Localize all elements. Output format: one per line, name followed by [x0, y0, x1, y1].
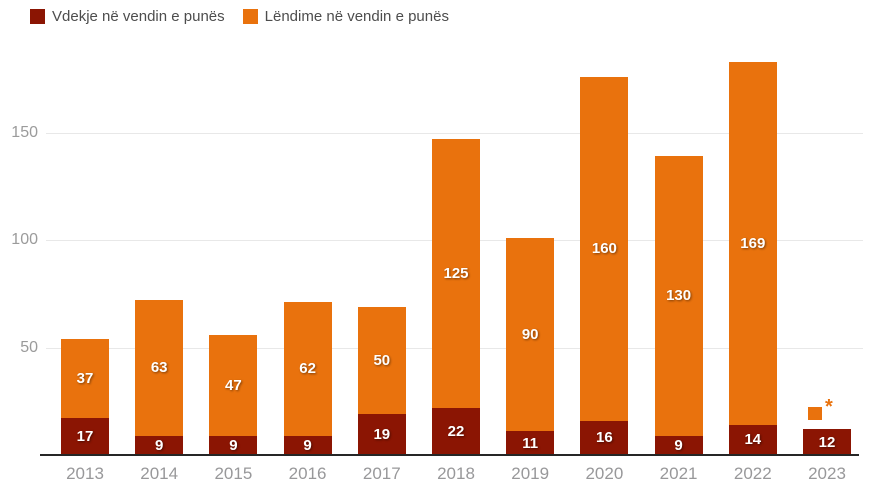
bar-label-injuries-2018: 125: [443, 264, 469, 282]
bar-injuries-2021[interactable]: 130: [654, 156, 703, 436]
x-tick-label-2020: 2020: [585, 464, 624, 483]
bar-deaths-2016[interactable]: 9: [283, 435, 332, 455]
x-axis-line: [40, 454, 859, 456]
bar-deaths-2022[interactable]: 14: [728, 424, 777, 455]
x-tick-label-2023: 2023: [808, 464, 846, 483]
bar-deaths-2014[interactable]: 9: [135, 435, 184, 455]
y-tick-label-150: 150: [11, 123, 38, 141]
bar-injuries-2022[interactable]: 169: [728, 61, 777, 425]
gridline-150: [46, 132, 863, 134]
bar-label-injuries-2016: 62: [299, 360, 316, 378]
bar-label-injuries-2019: 90: [521, 326, 539, 344]
bar-injuries-2015[interactable]: 47: [209, 334, 258, 436]
missing-data-marker-icon: [808, 407, 822, 421]
bar-label-injuries-2015: 47: [225, 376, 242, 394]
legend-item-deaths[interactable]: Vdekje në vendin e punës: [30, 9, 225, 24]
x-tick-label-2019: 2019: [511, 464, 550, 483]
x-tick-label-2013: 2013: [66, 464, 104, 483]
bar-label-deaths-2018: 22: [447, 422, 465, 440]
bar-label-deaths-2017: 19: [373, 426, 391, 444]
bar-label-injuries-2021: 130: [666, 287, 692, 305]
bar-label-injuries-2013: 37: [76, 370, 94, 388]
bar-label-deaths-2015: 9: [229, 436, 238, 454]
bar-deaths-2020[interactable]: 16: [580, 420, 629, 455]
x-tick-label-2017: 2017: [362, 464, 401, 483]
bar-label-injuries-2014: 63: [150, 359, 168, 377]
bar-label-deaths-2016: 9: [303, 436, 312, 454]
bar-deaths-2013[interactable]: 17: [61, 418, 109, 455]
bar-injuries-2013[interactable]: 37: [61, 338, 109, 419]
bar-injuries-2019[interactable]: 90: [506, 237, 555, 432]
legend-swatch-injuries-icon: [242, 9, 258, 24]
x-tick-label-2014: 2014: [140, 464, 179, 483]
legend-swatch-deaths-icon: [30, 9, 45, 24]
bar-injuries-2016[interactable]: 62: [283, 302, 332, 436]
missing-data-asterisk: *: [825, 396, 833, 419]
y-tick-label-50: 50: [20, 338, 38, 356]
bar-label-deaths-2014: 9: [155, 436, 164, 454]
x-tick-label-2022: 2022: [733, 464, 772, 483]
bar-label-injuries-2017: 50: [373, 351, 391, 369]
bar-injuries-2017[interactable]: 50: [357, 306, 406, 415]
bar-label-injuries-2020: 160: [591, 240, 617, 258]
bar-label-deaths-2022: 14: [744, 431, 762, 449]
bar-injuries-2018[interactable]: 125: [432, 138, 480, 408]
bar-label-injuries-2022: 169: [740, 234, 766, 252]
y-tick-label-100: 100: [11, 231, 38, 248]
bar-label-deaths-2013: 17: [76, 428, 94, 446]
legend-label-injuries: Lëndime në vendin e punës: [264, 8, 449, 25]
bar-deaths-2018[interactable]: 22: [432, 407, 480, 455]
legend: Vdekje në vendin e punës Lëndime në vend…: [30, 9, 449, 24]
bar-deaths-2015[interactable]: 9: [209, 435, 258, 455]
x-tick-label-2021: 2021: [659, 464, 698, 483]
x-tick-label-2018: 2018: [437, 464, 475, 483]
x-tick-label-2016: 2016: [288, 464, 327, 483]
bar-deaths-2019[interactable]: 11: [506, 431, 555, 455]
bar-label-deaths-2023: 12: [818, 433, 836, 451]
bar-label-deaths-2021: 9: [674, 436, 683, 454]
bar-injuries-2014[interactable]: 63: [135, 300, 184, 436]
bar-deaths-2017[interactable]: 19: [357, 414, 406, 455]
legend-item-injuries[interactable]: Lëndime në vendin e punës: [242, 8, 449, 25]
legend-label-deaths: Vdekje në vendin e punës: [52, 8, 225, 25]
bar-label-deaths-2020: 16: [596, 429, 613, 447]
bar-deaths-2021[interactable]: 9: [654, 435, 703, 455]
bar-deaths-2023[interactable]: 12: [803, 429, 851, 455]
bar-label-deaths-2019: 11: [522, 434, 539, 452]
bar-injuries-2020[interactable]: 160: [580, 76, 629, 421]
x-tick-label-2015: 2015: [214, 464, 253, 483]
